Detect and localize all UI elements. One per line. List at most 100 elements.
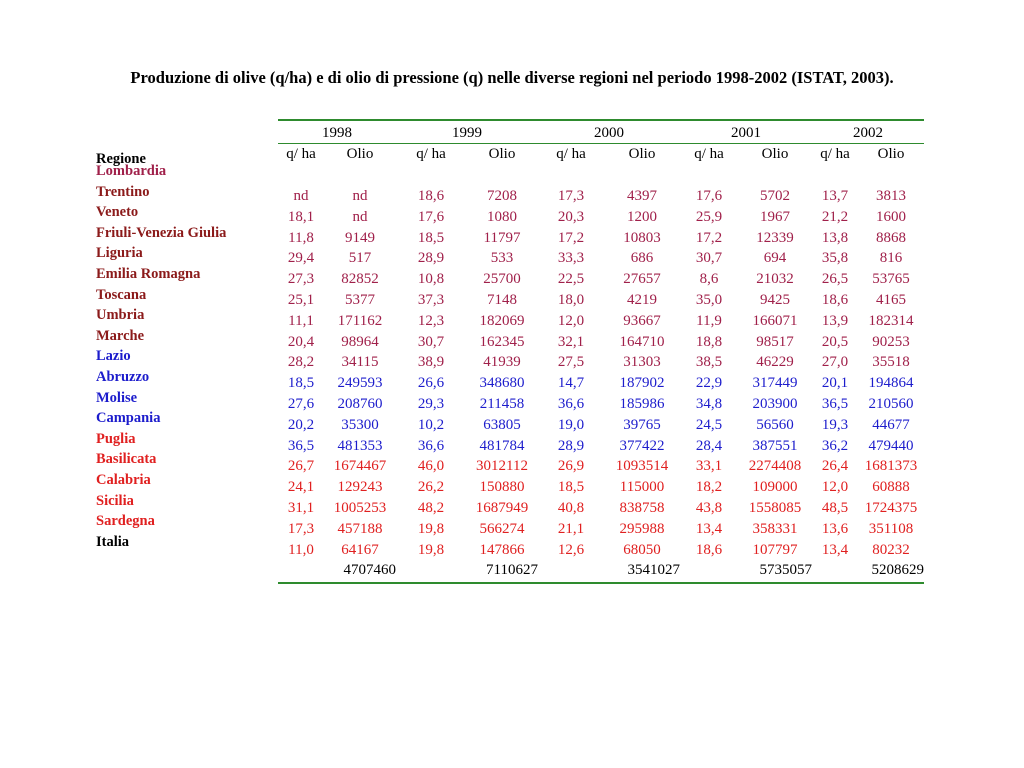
table-row: 27,6 208760 29,3 211458 36,6 185986 34,8 203900… [278,394,924,415]
yield-cell: 13,8 [821,229,849,246]
oil-cell: 147866 [479,541,525,558]
yield-cell: 19,8 [417,520,445,537]
yield-cell: 19,3 [821,416,849,433]
oil-cell: 109000 [752,479,798,496]
oil-cell: 1200 [627,208,657,225]
oil-cell: 8868 [876,229,906,246]
yield-cell: 13,6 [821,520,849,537]
yield-cell: 37,3 [417,291,445,308]
oil-cell: 9149 [345,229,375,246]
yield-cell: 18,8 [695,333,723,350]
oil-cell: 31303 [623,354,661,371]
yield-cell: 11,8 [288,229,314,246]
oil-cell: 479440 [868,437,914,454]
oil-cell: 517 [348,250,372,267]
yield-cell: 26,7 [287,458,315,475]
oil-cell: 53765 [872,271,910,288]
oil-cell: 39765 [623,416,661,433]
oil-cell: 25700 [483,271,521,288]
region-list: Lombardia Trentino Veneto Friuli-Venezia Gi… [96,162,226,553]
oil-cell: 2274408 [748,458,802,475]
sub-header-yield: q/ ha [286,146,316,162]
oil-cell: 64167 [341,541,379,558]
region-label: Molise [96,389,138,406]
total-spacer [538,560,604,582]
oil-cell: 10803 [623,229,661,246]
yield-cell: 18,5 [287,375,315,392]
oil-cell: 182314 [868,312,914,329]
yield-cell: 28,4 [695,437,723,454]
year-header-row: 1998 1999 2000 2001 2002 [278,121,924,143]
yield-cell: 17,6 [695,188,723,204]
yield-cell: 33,3 [557,250,585,267]
yield-cell: 40,8 [557,499,585,516]
oil-cell: 164710 [619,333,665,350]
table-row: 31,1 1005253 48,2 1687949 40,8 838758 43,8 1558… [278,498,924,519]
year-header: 1999 [452,125,482,141]
oil-cell: 566274 [479,520,525,537]
region-label: Emilia Romagna [96,265,201,282]
sub-header-oil: Olio [761,146,789,162]
oil-cell: 129243 [337,479,383,496]
oil-cell: 56560 [756,416,794,433]
year-header: 2000 [594,125,624,141]
table-row: 29,4 517 28,9 533 33,3 686 30,7 694 35,8 816 [278,248,924,269]
yield-cell: 43,8 [695,499,723,516]
yield-cell: 17,2 [695,229,723,246]
yield-cell: 12,3 [417,312,445,329]
yield-cell: 26,9 [557,458,585,475]
sub-header-yield: q/ ha [556,146,586,162]
yield-cell: 20,4 [287,333,315,350]
yield-cell: 25,1 [287,291,315,308]
yield-cell: 28,9 [417,250,445,267]
yield-cell: 17,6 [417,208,445,225]
region-label: Umbria [96,307,145,324]
oil-cell: 481353 [337,437,383,454]
oil-cell: 90253 [872,333,910,350]
yield-cell: 38,9 [417,354,445,371]
region-label: Lombardia [96,163,167,179]
yield-cell: 35,8 [821,250,849,267]
yield-cell: 17,2 [557,229,585,246]
oil-cell: 44677 [872,416,910,433]
oil-cell: 1005253 [333,499,387,516]
yield-cell: 34,8 [695,395,723,412]
oil-cell: 295988 [619,520,665,537]
yield-cell: 22,5 [557,271,585,288]
table-row: 26,7 1674467 46,0 3012112 26,9 1093514 33,1 227… [278,456,924,477]
total-spacer [680,560,738,582]
oil-cell: 1080 [487,208,517,225]
table-row: 20,2 35300 10,2 63805 19,0 39765 24,5 56560 19,3… [278,415,924,436]
yield-cell: nd [293,188,309,204]
yield-cell: 29,4 [287,250,315,267]
oil-cell: 187902 [619,375,665,392]
oil-cell: 7148 [487,291,517,308]
oil-cell: 210560 [868,395,914,412]
oil-cell: 82852 [341,271,379,288]
yield-cell: 26,2 [417,479,445,496]
table-row: 11,8 9149 18,5 11797 17,2 10803 17,2 12339 13,8 8… [278,228,924,249]
yield-cell: 18,6 [417,188,445,204]
oil-cell: 4219 [627,291,657,308]
region-label: Abruzzo [96,368,150,385]
oil-cell: 93667 [623,312,661,329]
oil-cell: 35518 [872,354,910,371]
region-label: Lazio [96,348,131,365]
total-spacer [278,560,324,582]
region-label: Trentino [96,183,150,200]
yield-cell: 46,0 [417,458,445,475]
oil-cell: 351108 [868,520,914,537]
oil-cell: 21032 [756,271,794,288]
yield-cell: 36,6 [557,395,585,412]
yield-cell: 11,9 [696,312,722,329]
total-cell: 3541027 [627,562,681,579]
oil-cell: 387551 [752,437,798,454]
yield-cell: 29,3 [417,395,445,412]
yield-cell: 20,3 [557,208,585,225]
table-row: 18,5 249593 26,6 348680 14,7 187902 22,9 317449… [278,373,924,394]
oil-cell: 9425 [760,291,790,308]
total-spacer [396,560,466,582]
yield-cell: 18,6 [821,291,849,308]
yield-cell: 32,1 [557,333,585,350]
oil-cell: 34115 [341,354,379,371]
